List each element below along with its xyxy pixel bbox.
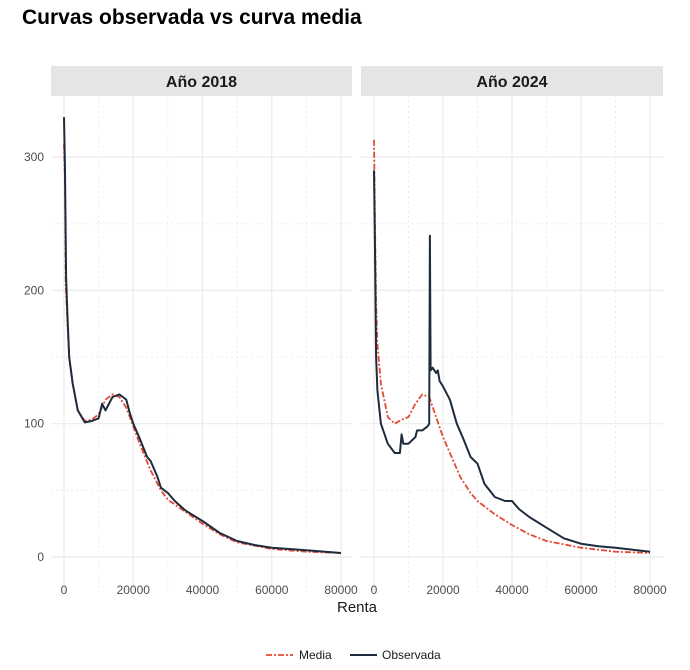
x-tick-label: 0 bbox=[371, 583, 378, 597]
x-tick-label: 40000 bbox=[186, 583, 220, 597]
legend-label-observada: Observada bbox=[382, 648, 441, 662]
series-line-media bbox=[373, 139, 651, 554]
x-tick-label: 60000 bbox=[564, 583, 598, 597]
y-tick-label: 200 bbox=[24, 283, 44, 297]
y-tick-label: 300 bbox=[24, 150, 44, 164]
x-axis-label: Renta bbox=[337, 599, 378, 616]
y-tick-label: 100 bbox=[24, 417, 44, 431]
series-line-observada bbox=[63, 117, 342, 554]
x-tick-label: 20000 bbox=[426, 583, 460, 597]
x-tick-label: 0 bbox=[61, 583, 68, 597]
facet-label: Año 2024 bbox=[476, 74, 547, 91]
chart-title: Curvas observada vs curva media bbox=[22, 6, 362, 29]
y-tick-label: 0 bbox=[37, 550, 44, 564]
series-line-observada bbox=[373, 170, 651, 553]
legend-label-media: Media bbox=[299, 648, 332, 662]
x-tick-label: 40000 bbox=[495, 583, 529, 597]
x-tick-label: 60000 bbox=[255, 583, 289, 597]
x-tick-label: 80000 bbox=[324, 583, 358, 597]
facet-strip bbox=[51, 66, 352, 96]
x-tick-label: 80000 bbox=[633, 583, 667, 597]
facet-label: Año 2018 bbox=[166, 74, 237, 91]
facet-strip bbox=[361, 66, 663, 96]
x-tick-label: 20000 bbox=[117, 583, 151, 597]
